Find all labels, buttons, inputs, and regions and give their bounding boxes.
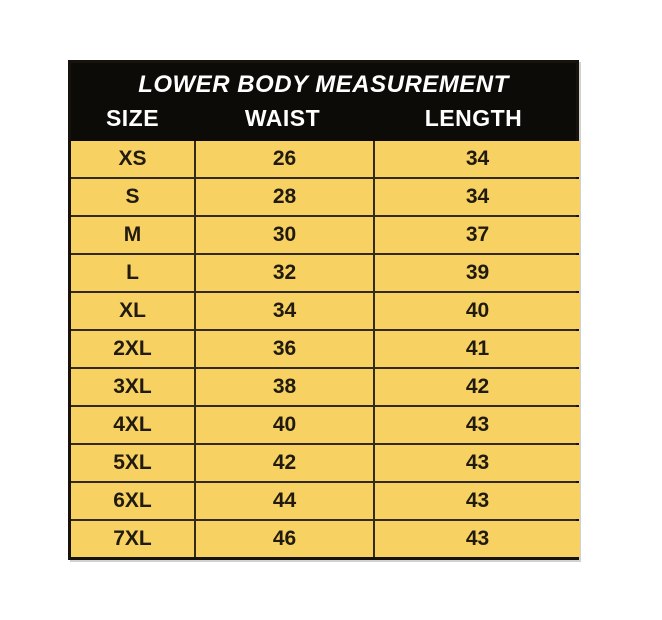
cell-length: 41	[375, 331, 580, 367]
table-header: LOWER BODY MEASUREMENT SIZE WAIST LENGTH	[71, 63, 576, 141]
cell-length: 40	[375, 293, 580, 329]
cell-length: 43	[375, 445, 580, 481]
table-title: LOWER BODY MEASUREMENT	[138, 71, 509, 98]
cell-waist: 46	[196, 521, 373, 557]
cell-waist: 32	[196, 255, 373, 291]
cell-waist: 34	[196, 293, 373, 329]
cell-length: 39	[375, 255, 580, 291]
lower-body-measurement-table: LOWER BODY MEASUREMENT SIZE WAIST LENGTH…	[68, 60, 580, 560]
cell-size: 6XL	[71, 483, 194, 519]
column-header-waist: WAIST	[244, 105, 321, 131]
cell-waist: 42	[196, 445, 373, 481]
cell-length: 37	[375, 217, 580, 253]
cell-size: 5XL	[71, 445, 194, 481]
cell-waist: 26	[196, 141, 373, 177]
cell-size: M	[71, 217, 194, 253]
cell-waist: 38	[196, 369, 373, 405]
cell-length: 34	[375, 179, 580, 215]
cell-size: 7XL	[71, 521, 194, 557]
cell-size: S	[71, 179, 194, 215]
cell-length: 42	[375, 369, 580, 405]
cell-length: 34	[375, 141, 580, 177]
cell-size: 3XL	[71, 369, 194, 405]
cell-waist: 40	[196, 407, 373, 443]
cell-length: 43	[375, 483, 580, 519]
cell-waist: 28	[196, 179, 373, 215]
cell-size: L	[71, 255, 194, 291]
cell-waist: 30	[196, 217, 373, 253]
cell-size: XL	[71, 293, 194, 329]
cell-length: 43	[375, 407, 580, 443]
column-header-row: SIZE WAIST LENGTH	[71, 102, 576, 134]
cell-size: 2XL	[71, 331, 194, 367]
cell-size: XS	[71, 141, 194, 177]
table-body: XS 26 34 S 28 34 M 30 37 L 32 39 XL 34 4…	[71, 141, 580, 557]
column-header-length: LENGTH	[424, 105, 523, 131]
cell-length: 43	[375, 521, 580, 557]
cell-waist: 44	[196, 483, 373, 519]
cell-size: 4XL	[71, 407, 194, 443]
cell-waist: 36	[196, 331, 373, 367]
column-header-size: SIZE	[105, 105, 160, 131]
